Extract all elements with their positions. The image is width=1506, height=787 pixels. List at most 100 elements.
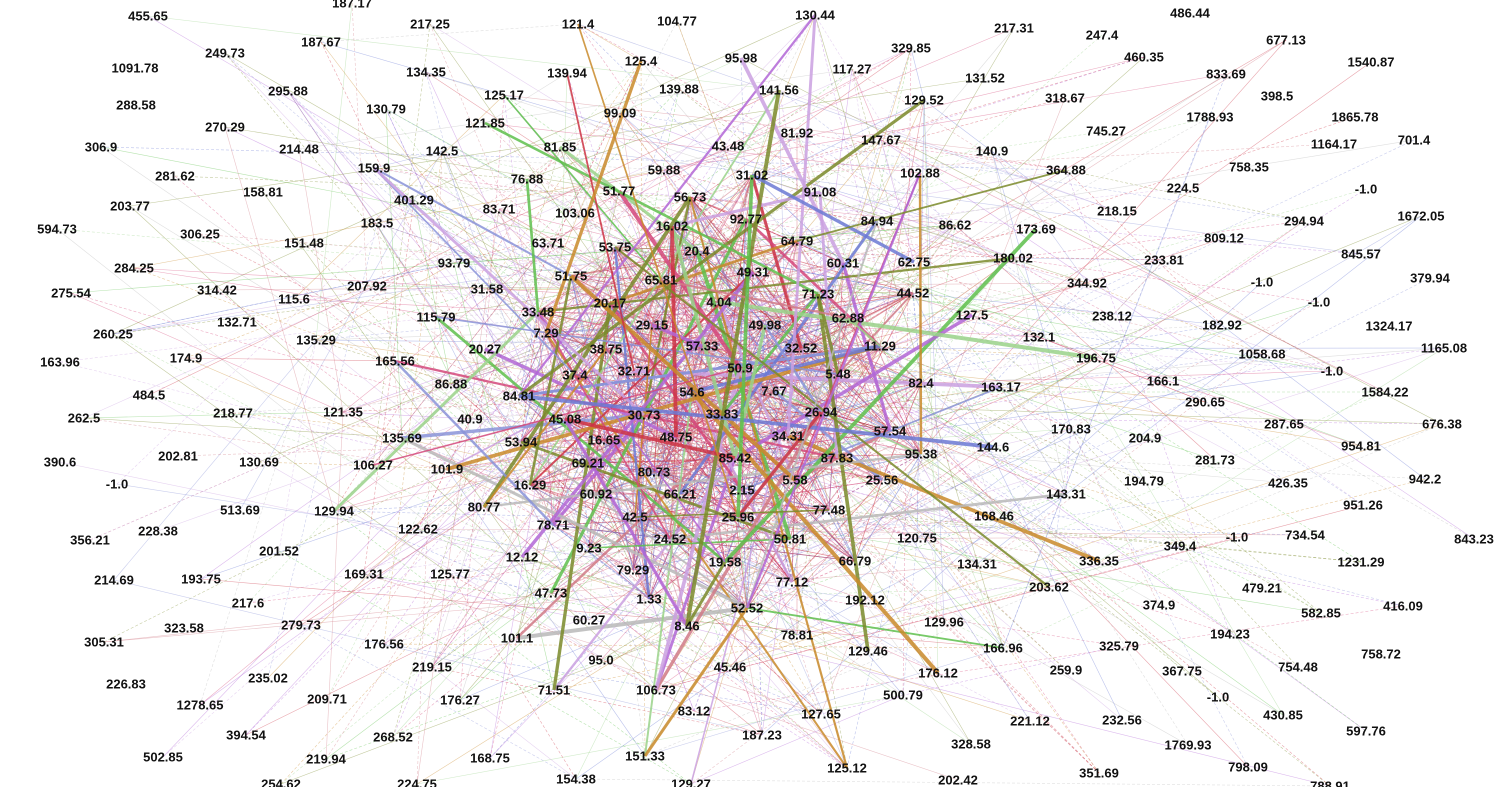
node-label: 314.42 <box>197 283 237 298</box>
graph-edge <box>1012 257 1364 506</box>
graph-edge <box>518 98 925 398</box>
graph-edge <box>800 347 1097 359</box>
node-label: 53.75 <box>599 240 632 255</box>
graph-edge <box>595 493 1031 722</box>
graph-edge <box>740 57 763 736</box>
graph-edge <box>103 468 448 643</box>
graph-edge <box>435 315 726 564</box>
graph-edge <box>796 132 1067 171</box>
graph-edge <box>814 14 1072 430</box>
graph-edge <box>431 418 566 668</box>
graph-edge <box>185 357 396 362</box>
graph-edge <box>729 39 1287 668</box>
node-label: 125.77 <box>430 567 470 582</box>
graph-edge <box>267 222 378 679</box>
node-label: 364.88 <box>1046 163 1086 178</box>
node-label: 79.29 <box>617 563 650 578</box>
node-label: 390.6 <box>44 455 77 470</box>
node-label: 455.65 <box>128 9 168 24</box>
node-label: 259.9 <box>1050 663 1083 678</box>
graph-edge <box>842 262 922 455</box>
graph-edge <box>376 222 403 439</box>
graph-edge <box>920 453 1284 716</box>
node-label: 217.25 <box>410 17 450 32</box>
graph-edge <box>923 99 945 623</box>
graph-edge <box>881 382 922 481</box>
graph-edge <box>401 437 1050 588</box>
node-label: 745.27 <box>1086 124 1126 139</box>
graph-edge <box>880 139 995 517</box>
node-label: 288.58 <box>116 98 156 113</box>
graph-edge <box>435 316 839 375</box>
graph-edge <box>751 56 1145 176</box>
graph-edge <box>816 293 870 652</box>
graph-edge <box>920 382 1322 614</box>
node-label: 214.48 <box>279 142 319 157</box>
graph-edge <box>800 347 856 562</box>
node-label: 106.27 <box>353 458 393 473</box>
graph-edge <box>991 150 1072 430</box>
graph-edge <box>416 208 500 785</box>
graph-edge <box>199 233 791 540</box>
node-label: 26.94 <box>805 405 838 420</box>
graph-edge <box>333 510 822 715</box>
graph-edge <box>880 139 1067 171</box>
node-label: 151.48 <box>284 236 324 251</box>
graph-edge <box>544 60 643 334</box>
graph-edge <box>503 94 993 152</box>
graph-edge <box>287 90 522 443</box>
node-label: 1058.68 <box>1239 347 1286 362</box>
node-label: 47.73 <box>535 586 568 601</box>
node-label: 49.98 <box>749 318 782 333</box>
graph-edge <box>595 324 653 495</box>
node-label: 247.4 <box>1086 28 1119 43</box>
graph-edge <box>587 462 793 583</box>
graph-edge <box>796 240 1362 447</box>
graph-edge <box>764 324 1263 589</box>
graph-edge <box>425 71 531 486</box>
graph-edge <box>435 47 912 318</box>
node-label: 202.81 <box>158 449 198 464</box>
graph-edge <box>564 417 736 460</box>
node-label: 1769.93 <box>1165 738 1212 753</box>
graph-edge <box>991 150 1067 495</box>
graph-edge <box>992 428 1072 448</box>
node-label: 224.5 <box>1167 181 1200 196</box>
graph-edge <box>588 538 791 549</box>
graph-edge <box>574 246 616 376</box>
graph-edge <box>1098 347 1445 562</box>
node-label: 71.23 <box>802 287 835 302</box>
graph-edge <box>595 493 671 540</box>
graph-edge <box>690 390 940 675</box>
graph-edge <box>383 14 816 645</box>
node-label: 758.35 <box>1229 160 1269 175</box>
graph-edge <box>239 150 443 511</box>
graph-edge <box>689 196 878 222</box>
graph-edge <box>910 47 925 101</box>
graph-edge <box>971 314 1362 447</box>
graph-edge <box>385 108 657 691</box>
graph-edge <box>224 126 335 512</box>
graph-edge <box>566 72 635 372</box>
node-label: 217.31 <box>994 21 1034 36</box>
graph-edge <box>634 516 726 563</box>
graph-edge <box>83 417 1100 562</box>
graph-edge <box>701 345 822 715</box>
graph-edge <box>577 23 739 518</box>
node-label: 117.27 <box>832 62 871 77</box>
graph-edge <box>724 453 922 563</box>
graph-edge <box>484 121 819 296</box>
graph-edge <box>363 199 415 575</box>
graph-edge <box>691 367 741 393</box>
graph-edge <box>385 108 520 397</box>
graph-edge <box>1065 169 1223 326</box>
graph-edge <box>100 146 754 273</box>
graph-edge <box>678 220 879 495</box>
graph-edge <box>1012 220 1305 259</box>
node-label: 9.23 <box>576 541 601 556</box>
graph-edge <box>655 536 1238 691</box>
node-label: 140.9 <box>976 144 1009 159</box>
graph-edge <box>529 484 1362 563</box>
node-label: 78.71 <box>537 518 570 533</box>
node-label: 328.58 <box>951 737 991 752</box>
